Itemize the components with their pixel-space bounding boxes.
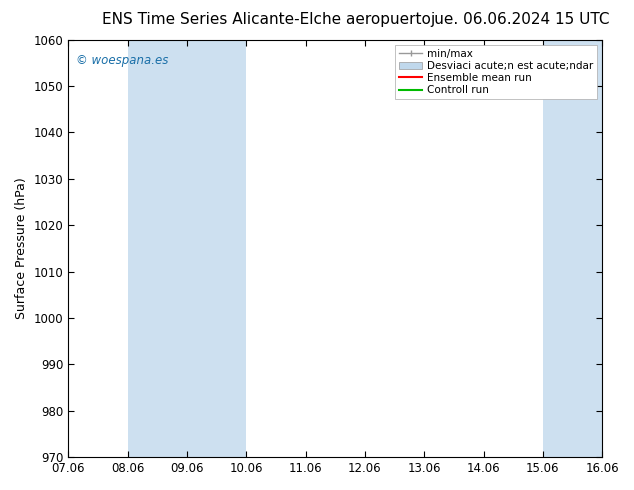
Legend: min/max, Desviaci acute;n est acute;ndar, Ensemble mean run, Controll run: min/max, Desviaci acute;n est acute;ndar… [396,45,597,99]
Bar [127,40,246,457]
Y-axis label: Surface Pressure (hPa): Surface Pressure (hPa) [15,177,28,319]
Text: © woespana.es: © woespana.es [76,54,169,67]
Text: ENS Time Series Alicante-Elche aeropuerto: ENS Time Series Alicante-Elche aeropuert… [102,12,430,27]
Text: jue. 06.06.2024 15 UTC: jue. 06.06.2024 15 UTC [430,12,610,27]
Bar [543,40,634,457]
